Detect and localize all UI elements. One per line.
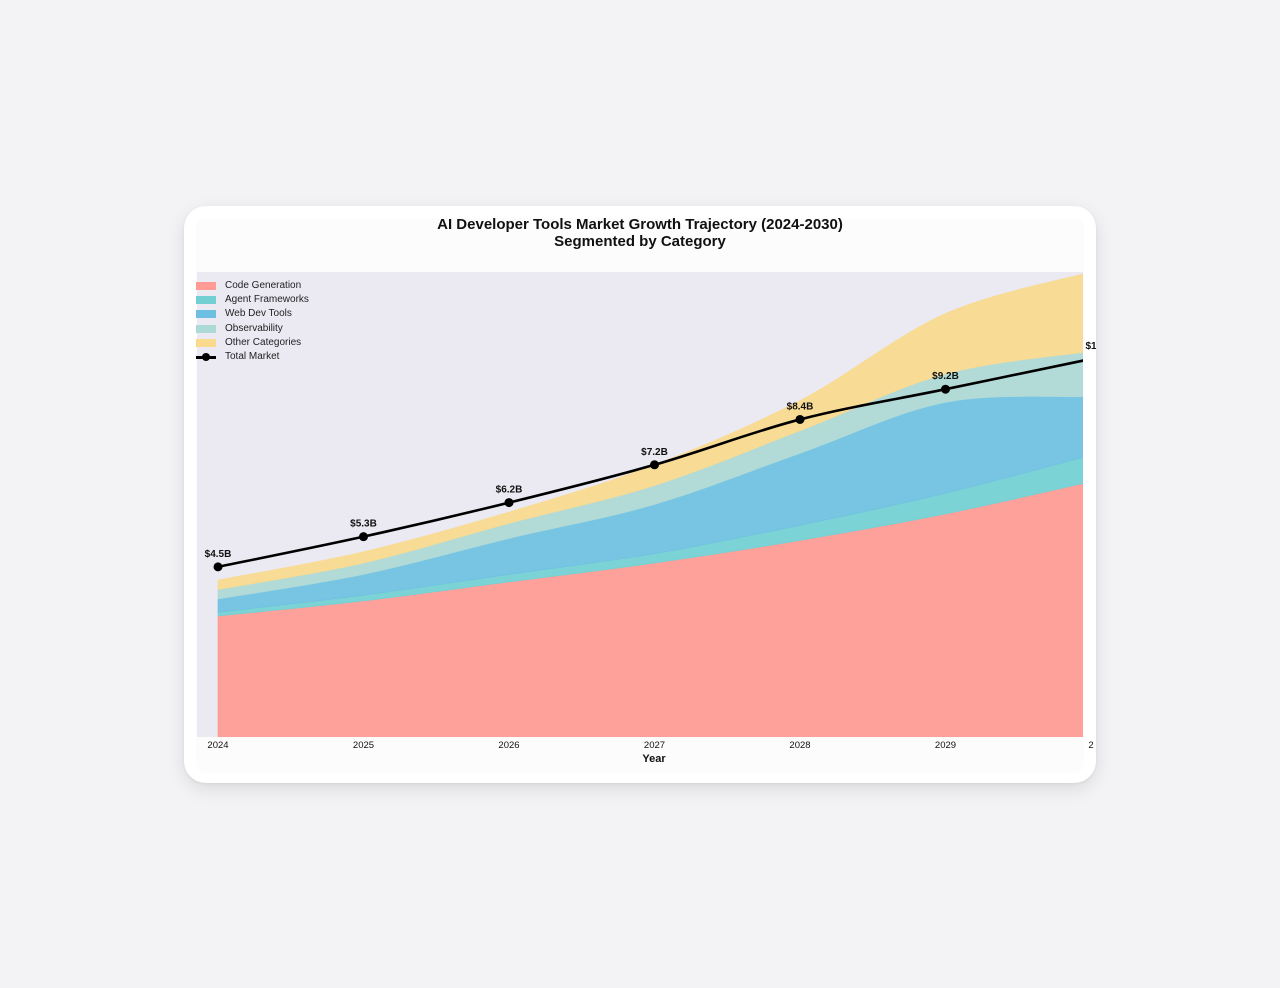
legend-label: Code Generation	[225, 280, 302, 291]
total-market-point-2025	[359, 532, 368, 542]
x-tick-label-2024: 2024	[207, 740, 228, 751]
value-label-2029: $9.2B	[932, 371, 959, 382]
total-market-point-2029	[941, 384, 950, 394]
legend-swatch	[196, 310, 216, 319]
x-tick-label-2025: 2025	[353, 740, 374, 751]
legend-label: Observability	[225, 322, 283, 334]
value-label-2028: $8.4B	[787, 401, 814, 412]
legend-item-code-generation: Code Generation	[196, 279, 309, 293]
chart-subtitle: Segmented by Category	[554, 233, 726, 250]
x-axis-label: Year	[642, 753, 666, 765]
legend-item-observability: Observability	[196, 322, 309, 336]
legend-swatch	[196, 338, 216, 347]
legend-swatch	[196, 324, 216, 333]
legend-label: Total Market	[225, 350, 280, 362]
total-market-point-2024	[213, 562, 223, 572]
total-market-point-2028	[795, 414, 805, 424]
chart-title: AI Developer Tools Market Growth Traject…	[437, 216, 843, 233]
legend-item-agent-frameworks: Agent Frameworks	[196, 293, 309, 307]
x-tick-label-2028: 2028	[789, 740, 810, 751]
value-label-2030: $1	[1085, 341, 1096, 352]
total-market-point-2026	[504, 498, 514, 508]
value-label-2024: $4.5B	[205, 549, 232, 560]
legend-label: Web Dev Tools	[225, 308, 292, 320]
x-tick-label-2029: 2029	[935, 740, 956, 751]
legend-item-total-market: Total Market	[196, 350, 309, 364]
x-tick-label-2026: 2026	[498, 740, 519, 751]
legend-item-web-dev-tools: Web Dev Tools	[196, 307, 309, 321]
legend: Code Generation Agent Frameworks Web Dev…	[196, 279, 309, 364]
legend-item-other-categories: Other Categories	[196, 336, 309, 350]
x-tick-label-2027: 2027	[644, 740, 665, 751]
legend-swatch	[196, 282, 216, 291]
area-other-categories	[217, 273, 1083, 590]
value-label-2027: $7.2B	[641, 447, 668, 458]
legend-line-marker	[196, 353, 216, 362]
area-chart: $4.5B $5.3B $6.2B $7.2B $8.4B $9.2B $1 2024 202…	[197, 272, 1096, 765]
value-label-2026: $6.2B	[496, 485, 523, 496]
chart-card: $4.5B $5.3B $6.2B $7.2B $8.4B $9.2B $1 2024 202…	[184, 206, 1096, 783]
value-label-2025: $5.3B	[350, 519, 377, 530]
legend-label: Agent Frameworks	[225, 294, 309, 306]
total-market-point-2027	[650, 460, 659, 470]
x-tick-label-2030: 2	[1088, 740, 1093, 751]
chart-title-block: AI Developer Tools Market Growth Traject…	[184, 216, 1096, 250]
legend-swatch	[196, 296, 216, 305]
legend-label: Other Categories	[225, 336, 302, 348]
total-market-point-2030	[1087, 354, 1096, 363]
